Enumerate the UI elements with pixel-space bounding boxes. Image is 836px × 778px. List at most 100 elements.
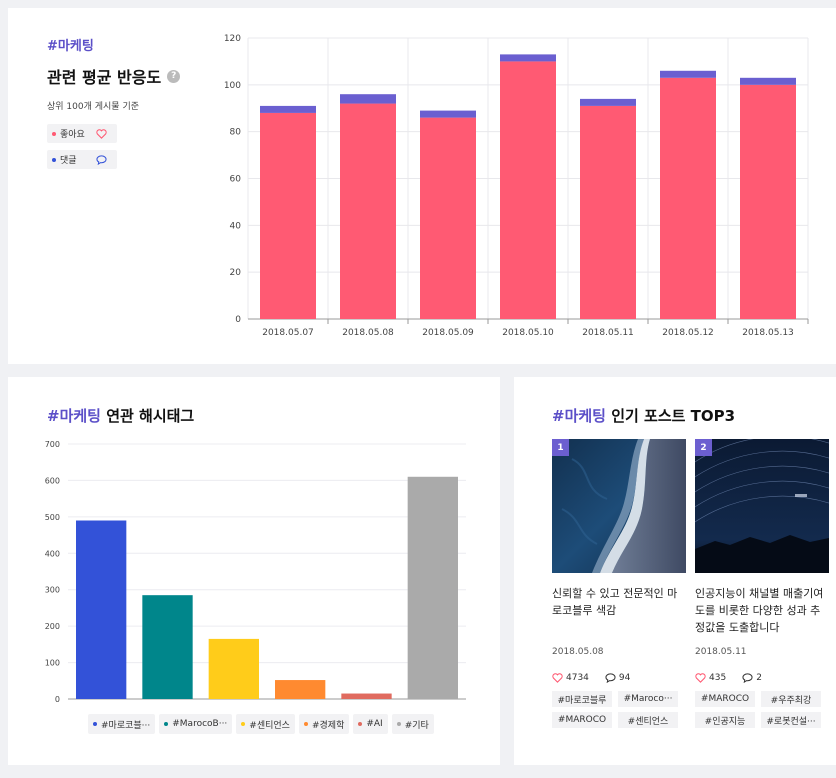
post-card[interactable]: 2 인공지능이 채널별 매출기여도를 비롯한 다양한 성과 추정값을 도출합니다… <box>695 439 829 728</box>
bar-segment <box>420 117 476 319</box>
legend-dot <box>396 722 401 726</box>
reaction-title: 관련 평균 반응도 <box>47 68 162 87</box>
post-tag[interactable]: #인공지능 <box>695 712 755 728</box>
hashtag-bar <box>407 476 458 699</box>
panel-title: 관련 평균 반응도 ? <box>47 64 181 88</box>
legend-chip[interactable]: #경제학 <box>298 714 350 734</box>
posts-keyword[interactable]: #마케팅 <box>552 407 606 425</box>
hashtag-title: #마케팅 연관 해시태그 <box>47 405 194 426</box>
legend-label: #마로코블··· <box>101 720 151 731</box>
likes-stat: 4734 <box>552 673 589 683</box>
post-tag[interactable]: #마로코블루 <box>552 691 612 707</box>
post-stats: 435 2 <box>695 673 829 683</box>
legend-dot <box>164 722 169 726</box>
hashtag-keyword[interactable]: #마케팅 <box>47 407 101 425</box>
post-thumbnail[interactable]: 2 <box>695 439 829 573</box>
y-tick-label: 40 <box>230 221 242 231</box>
post-date: 2018.05.11 <box>695 647 747 657</box>
heart-icon <box>552 673 563 683</box>
legend-chip[interactable]: #AI <box>353 714 388 734</box>
y-tick-label: 100 <box>224 81 241 91</box>
legend-comments[interactable]: 댓글 <box>47 150 117 169</box>
hashtag-bar <box>275 680 326 699</box>
post-tags: #MAROCO #우주최강 #인공지능 #로봇컨설··· <box>695 691 829 728</box>
legend-label: #기타 <box>404 720 429 731</box>
legend-chip[interactable]: #마로코블··· <box>88 714 156 734</box>
post-tag[interactable]: #센티언스 <box>618 712 678 728</box>
ocean-image <box>552 439 686 573</box>
post-stats: 4734 94 <box>552 673 686 683</box>
likes-count: 435 <box>709 673 727 683</box>
hashtag-legend: #마로코블··· #MarocoB··· #센티언스 #경제학 #AI #기타 <box>88 714 434 734</box>
legend-chip[interactable]: #기타 <box>391 714 434 734</box>
panel-subtitle: 상위 100개 게시물 기준 <box>47 102 140 112</box>
popular-posts-panel: #마케팅 인기 포스트 TOP3 1 신 <box>514 377 836 765</box>
reaction-panel: #마케팅 관련 평균 반응도 ? 상위 100개 게시물 기준 좋아요 댓글 0… <box>8 8 836 364</box>
legend-chip[interactable]: #MarocoB··· <box>159 714 233 734</box>
x-tick-label: 2018.05.11 <box>582 328 634 338</box>
bar-segment <box>660 77 716 319</box>
rank-badge: 1 <box>552 439 569 456</box>
hashtag-bar <box>76 520 127 699</box>
legend-dot <box>241 722 246 726</box>
hashtag-bar <box>142 595 193 699</box>
likes-dot <box>52 131 56 136</box>
legend-dot <box>358 722 363 726</box>
x-tick-label: 2018.05.07 <box>262 328 314 338</box>
legend-label: #AI <box>366 719 383 729</box>
bar-segment <box>260 105 316 113</box>
post-tag[interactable]: #우주최강 <box>761 691 821 707</box>
bar-segment <box>580 98 636 106</box>
post-tag[interactable]: #로봇컨설··· <box>761 712 821 728</box>
likes-stat: 435 <box>695 673 726 683</box>
x-tick-label: 2018.05.10 <box>502 328 554 338</box>
bar-segment <box>740 84 796 319</box>
rank-badge: 2 <box>695 439 712 456</box>
bar-segment <box>500 61 556 320</box>
comments-count: 2 <box>756 673 762 683</box>
hashtag-panel: #마케팅 연관 해시태그 0 100 200 300 400 500 600 700 #마로코… <box>8 377 500 765</box>
y-tick-label: 400 <box>45 549 60 558</box>
y-tick-label: 80 <box>230 128 242 138</box>
comments-count: 94 <box>618 673 631 683</box>
post-tags: #마로코블루 #Maroco··· #MAROCO #센티언스 <box>552 691 686 728</box>
y-tick-label: 300 <box>45 586 60 595</box>
legend-chip[interactable]: #센티언스 <box>236 714 295 734</box>
x-tick-label: 2018.05.13 <box>742 328 794 338</box>
keyword-tag[interactable]: #마케팅 <box>47 39 94 54</box>
speech-bubble-icon <box>742 673 753 683</box>
post-caption[interactable]: 신뢰할 수 있고 전문적인 마로코블루 색감 <box>552 587 678 617</box>
heart-icon <box>96 128 107 139</box>
y-tick-label: 200 <box>45 622 60 631</box>
post-tag[interactable]: #Maroco··· <box>618 691 678 707</box>
y-tick-label: 0 <box>235 315 241 325</box>
bar-segment <box>420 110 476 118</box>
y-tick-label: 600 <box>45 476 60 485</box>
hashtag-bar <box>341 693 392 699</box>
post-date: 2018.05.08 <box>552 647 604 657</box>
y-tick-label: 20 <box>230 268 242 278</box>
likes-count: 4734 <box>566 673 589 683</box>
post-caption[interactable]: 인공지능이 채널별 매출기여도를 비롯한 다양한 성과 추정값을 도출합니다 <box>695 587 824 634</box>
post-tag[interactable]: #MAROCO <box>552 712 612 728</box>
posts-title: #마케팅 인기 포스트 TOP3 <box>552 405 735 426</box>
legend-dot <box>303 722 308 726</box>
bar-segment <box>500 54 556 62</box>
post-card[interactable]: 1 신뢰할 수 있고 전문적인 마로코블루 색감 2018.05.08 4734… <box>552 439 686 728</box>
x-tick-label: 2018.05.08 <box>342 328 394 338</box>
x-tick-label: 2018.05.09 <box>422 328 474 338</box>
legend-likes-label: 좋아요 <box>60 130 85 140</box>
comments-dot <box>52 157 56 162</box>
y-tick-label: 60 <box>230 175 242 185</box>
heart-icon <box>695 673 706 683</box>
star-trails-image <box>695 439 829 573</box>
bar-segment <box>660 70 716 78</box>
post-tag[interactable]: #MAROCO <box>695 691 755 707</box>
help-icon[interactable]: ? <box>167 69 181 83</box>
bar-segment <box>740 77 796 85</box>
legend-label: #센티언스 <box>249 720 290 731</box>
post-thumbnail[interactable]: 1 <box>552 439 686 573</box>
legend-label: #MarocoB··· <box>172 719 228 729</box>
legend-likes[interactable]: 좋아요 <box>47 124 117 143</box>
hashtag-chart: 0 100 200 300 400 500 600 700 <box>45 440 466 704</box>
